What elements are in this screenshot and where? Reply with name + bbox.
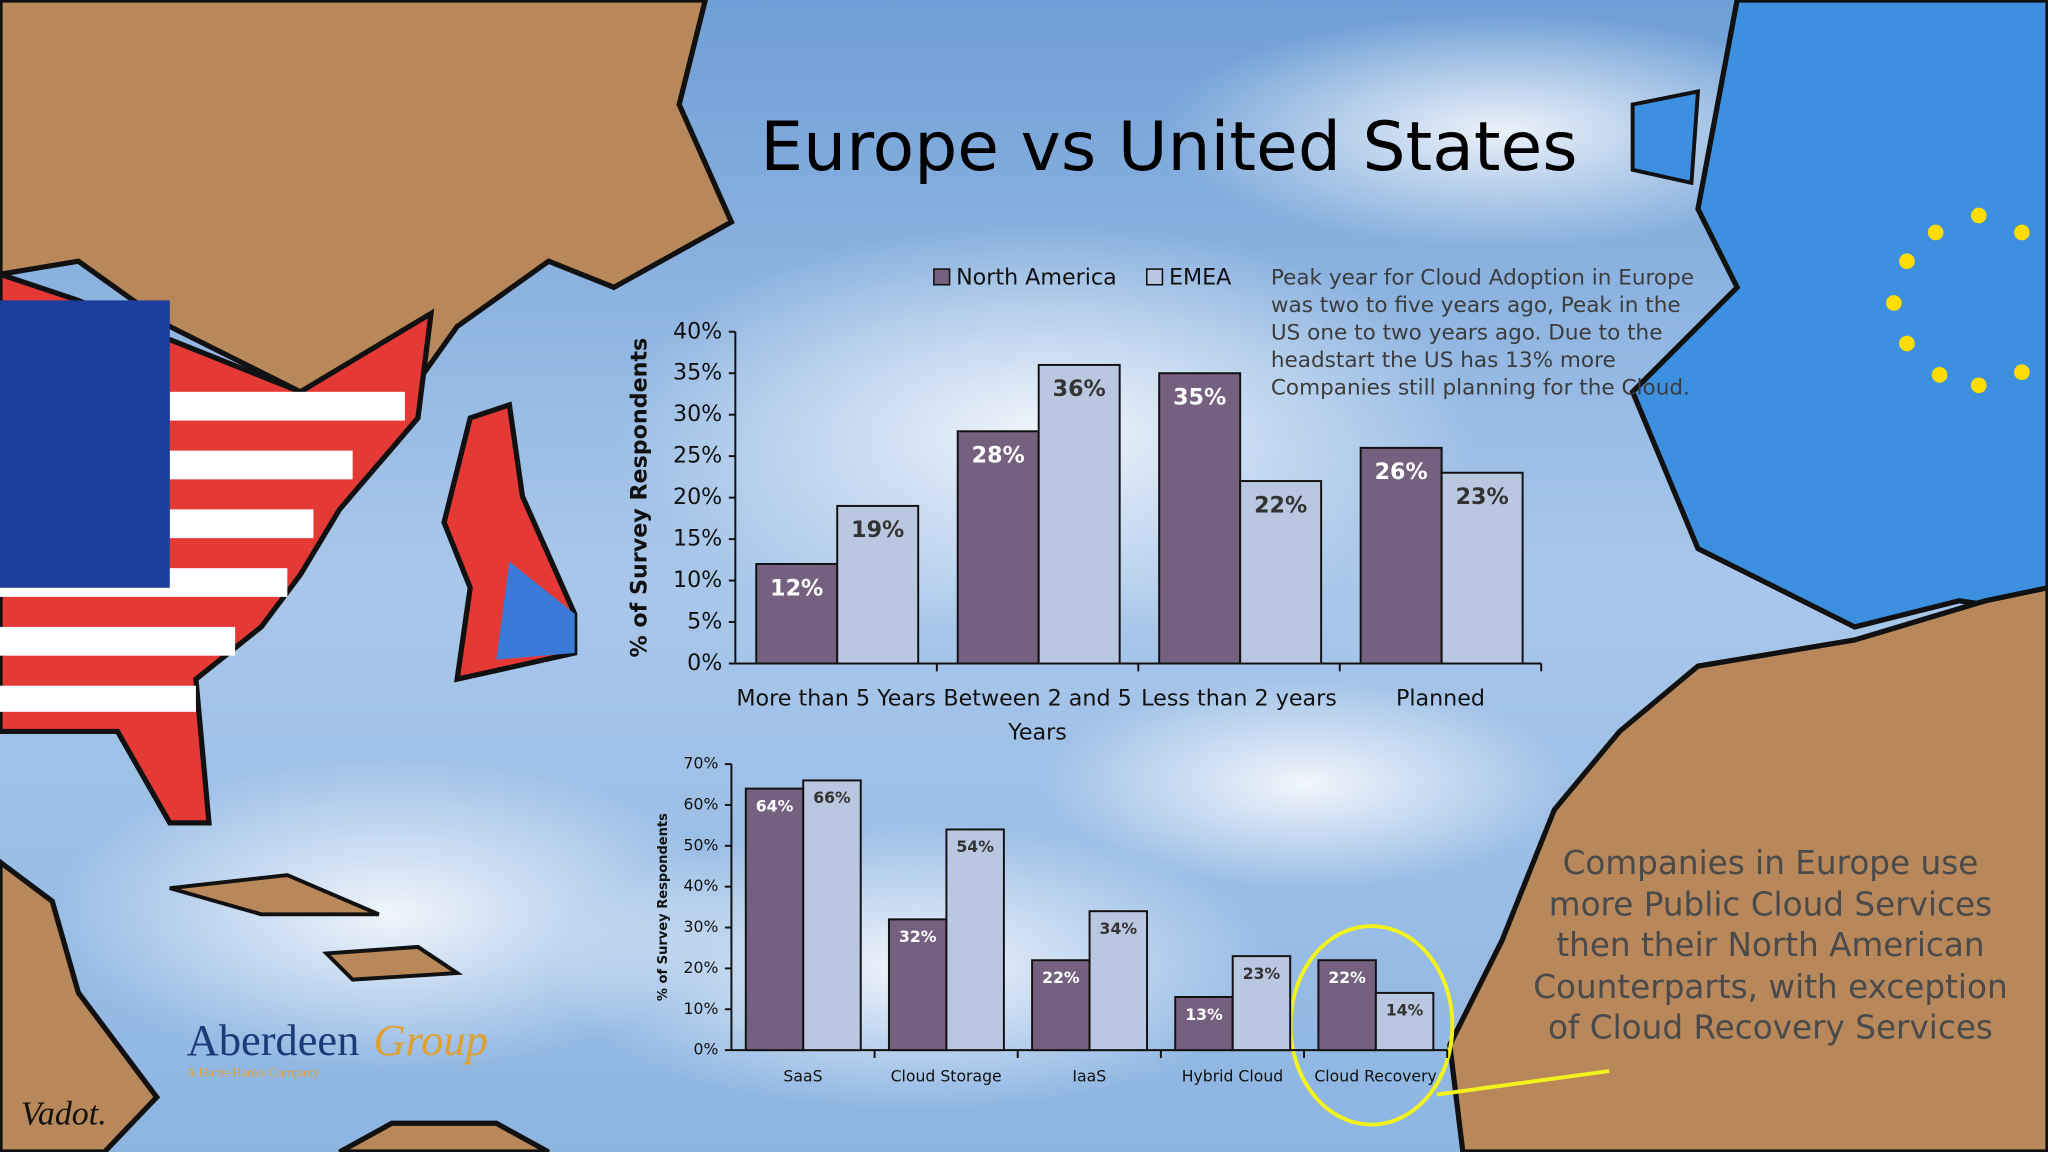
y-tick-label: 50% — [684, 835, 719, 854]
y-tick-label: 10% — [673, 567, 722, 593]
x-tick-label: Between 2 and 5 Years — [943, 685, 1132, 747]
y-tick-label: 10% — [684, 999, 719, 1018]
bar — [1158, 372, 1242, 665]
value-label: 23% — [1243, 964, 1281, 983]
x-tick-label-text: SaaS — [783, 1067, 823, 1086]
y-axis-label: % of Survey Respondents — [656, 813, 671, 1001]
x-tick-label-text: Between 2 and 5 Years — [943, 685, 1132, 747]
bar — [1239, 480, 1323, 665]
bar — [1088, 910, 1149, 1052]
value-label: 35% — [1173, 385, 1226, 411]
y-tick-label: 40% — [684, 876, 719, 895]
bar — [1037, 363, 1121, 665]
y-tick-label: 0% — [687, 650, 722, 676]
x-tick-label-text: Planned — [1395, 685, 1486, 712]
y-tick-label: 40% — [673, 318, 722, 344]
logo-suffix: Group — [374, 1015, 488, 1065]
bar — [887, 918, 948, 1052]
x-tick-label-text: Cloud Recovery — [1314, 1067, 1437, 1086]
x-tick-label: Planned — [1395, 685, 1486, 712]
value-label: 66% — [813, 788, 851, 807]
x-tick-label: Cloud Recovery — [1314, 1067, 1437, 1086]
legend-swatch — [933, 268, 951, 286]
y-tick-label: 20% — [684, 958, 719, 977]
logo-tagline: A Harte-Hanks Company — [187, 1065, 320, 1080]
annotation-text: Companies in Europe use more Public Clou… — [1533, 843, 2008, 1047]
annotation-text: Peak year for Cloud Adoption in Europe w… — [1270, 265, 1695, 400]
bar — [1374, 991, 1435, 1052]
legend-label: North America — [956, 265, 1117, 291]
value-label: 13% — [1185, 1005, 1223, 1024]
x-tick-label: Less than 2 years — [1141, 685, 1337, 712]
signature: Vadot. — [21, 1096, 107, 1133]
annotation: Companies in Europe use more Public Clou… — [1533, 843, 2008, 1047]
value-label: 22% — [1254, 492, 1307, 518]
bar — [1031, 959, 1091, 1052]
legend-swatch — [1145, 268, 1164, 286]
value-label: 36% — [1053, 376, 1106, 402]
value-label: 54% — [956, 837, 994, 856]
bar — [1359, 446, 1443, 665]
value-label: 28% — [972, 443, 1025, 469]
value-label: 23% — [1456, 484, 1509, 510]
y-tick-label: 30% — [684, 917, 719, 936]
bar — [1174, 996, 1234, 1052]
value-label: 32% — [899, 927, 937, 946]
y-tick-label: 5% — [687, 609, 722, 635]
bar — [836, 504, 920, 665]
y-tick-label: 20% — [673, 484, 722, 510]
bar — [1317, 959, 1377, 1052]
value-label: 22% — [1328, 968, 1366, 987]
logo-name: Aberdeen — [187, 1015, 360, 1065]
bar — [1440, 471, 1524, 665]
value-label: 64% — [756, 796, 794, 815]
y-axis-label: % of Survey Respondents — [626, 338, 652, 658]
title: Europe vs United States — [760, 108, 1577, 187]
bar — [956, 430, 1040, 665]
y-tick-label: 0% — [694, 1040, 719, 1059]
x-tick-label: SaaS — [783, 1067, 823, 1086]
bar — [945, 828, 1005, 1052]
value-label: 26% — [1375, 459, 1428, 485]
legend-label: EMEA — [1169, 265, 1231, 291]
y-tick-label: 70% — [684, 754, 719, 773]
x-tick-label-text: Hybrid Cloud — [1181, 1067, 1284, 1086]
bar — [755, 563, 839, 665]
bar — [744, 787, 805, 1052]
value-label: 22% — [1042, 968, 1080, 987]
x-tick-label: Hybrid Cloud — [1181, 1067, 1284, 1086]
y-tick-label: 30% — [673, 401, 722, 427]
value-label: 34% — [1100, 919, 1138, 938]
x-tick-label-text: Cloud Storage — [890, 1067, 1002, 1086]
x-tick-label: Cloud Storage — [890, 1067, 1002, 1086]
y-tick-label: 35% — [673, 360, 722, 386]
y-tick-label: 15% — [673, 526, 722, 552]
y-tick-label: 25% — [673, 443, 722, 469]
bar — [802, 779, 862, 1052]
x-tick-label: More than 5 Years — [736, 685, 936, 712]
y-tick-label: 60% — [684, 794, 719, 813]
annotation: Peak year for Cloud Adoption in Europe w… — [1270, 265, 1695, 400]
value-label: 19% — [851, 517, 904, 543]
x-tick-label: IaaS — [1072, 1067, 1107, 1086]
x-tick-label-text: IaaS — [1072, 1067, 1107, 1086]
x-tick-label-text: More than 5 Years — [736, 685, 936, 712]
value-label: 12% — [770, 575, 823, 601]
value-label: 14% — [1386, 1001, 1424, 1020]
bar — [1231, 955, 1292, 1052]
x-tick-label-text: Less than 2 years — [1141, 685, 1337, 712]
